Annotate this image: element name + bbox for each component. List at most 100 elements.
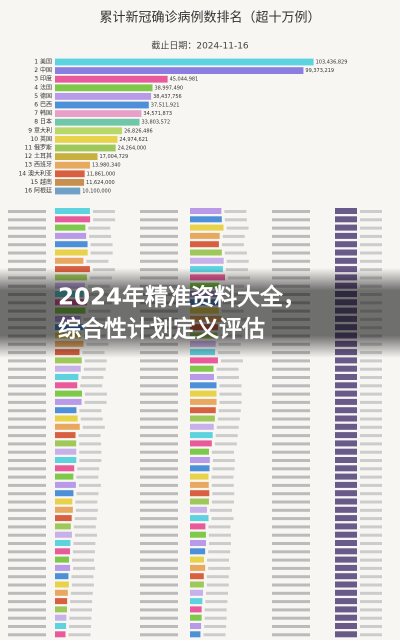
- row-bar: [55, 457, 77, 463]
- row-label: [272, 243, 310, 247]
- row-value: [360, 583, 382, 587]
- row-bar: [335, 623, 357, 629]
- row-bar: [55, 623, 67, 629]
- row-label: [140, 434, 178, 438]
- row-bar: [55, 440, 77, 447]
- row-bar: [335, 473, 357, 480]
- row-bar: [335, 415, 357, 422]
- row-value: [212, 467, 235, 471]
- row-value: [220, 359, 243, 363]
- row-value: [360, 566, 382, 570]
- row-value: [83, 367, 106, 371]
- row-value: [360, 492, 382, 496]
- row-label: [140, 575, 178, 579]
- row-bar: [190, 448, 209, 455]
- row-value: [208, 542, 231, 545]
- row-bar: [335, 556, 357, 563]
- bar: [55, 144, 116, 152]
- category-label: 13 西班牙: [24, 161, 52, 169]
- row-bar: [55, 564, 71, 571]
- row-bar: [335, 540, 357, 546]
- row-value: [360, 575, 382, 579]
- row-label: [140, 483, 178, 487]
- row-label: [8, 575, 46, 579]
- row-value: [207, 558, 230, 562]
- category-label: 16 阿根廷: [24, 187, 52, 195]
- row-label: [272, 409, 310, 413]
- value-label: 34,571,873: [143, 111, 172, 117]
- bar: [55, 67, 304, 74]
- row-bar: [190, 382, 217, 389]
- bar: [55, 170, 85, 178]
- row-label: [140, 583, 178, 587]
- row-value: [84, 359, 107, 363]
- row-label: [8, 234, 46, 238]
- row-label: [272, 591, 310, 595]
- row-bar: [335, 589, 357, 596]
- row-label: [8, 500, 46, 504]
- row-value: [360, 392, 382, 396]
- row-value: [360, 367, 382, 371]
- category-label: 8 日本: [34, 118, 52, 126]
- row-value: [360, 467, 382, 471]
- bar: [55, 179, 85, 186]
- category-label: 15 越南: [30, 178, 52, 186]
- row-bar: [190, 606, 202, 613]
- row-label: [272, 359, 310, 363]
- row-value: [71, 583, 94, 587]
- row-label: [8, 210, 46, 213]
- row-value: [211, 517, 234, 521]
- row-value: [215, 434, 238, 438]
- row-label: [8, 558, 46, 562]
- row-label: [8, 483, 46, 487]
- category-label: 4 法国: [34, 83, 52, 91]
- row-value: [216, 425, 239, 429]
- row-bar: [335, 224, 357, 231]
- row-bar: [190, 481, 209, 488]
- row-value: [205, 600, 228, 604]
- row-bar: [335, 440, 357, 447]
- row-label: [140, 450, 178, 454]
- row-value: [90, 243, 113, 247]
- row-label: [272, 542, 310, 545]
- row-value: [226, 259, 249, 263]
- row-bar: [55, 531, 72, 538]
- row-bar: [335, 357, 357, 364]
- row-bar: [55, 506, 73, 513]
- row-label: [140, 550, 178, 554]
- row-label: [140, 633, 178, 637]
- row-bar: [190, 390, 217, 397]
- bar: [55, 136, 118, 143]
- row-value: [360, 210, 382, 213]
- row-label: [8, 218, 46, 222]
- row-value: [70, 600, 93, 604]
- row-label: [140, 376, 178, 379]
- row-value: [70, 608, 93, 612]
- row-label: [8, 226, 46, 230]
- row-bar: [335, 614, 357, 621]
- row-value: [360, 633, 382, 637]
- row-value: [224, 218, 247, 222]
- row-value: [360, 425, 382, 429]
- row-label: [8, 550, 46, 554]
- row-label: [140, 442, 178, 446]
- row-bar: [190, 407, 216, 414]
- row-bar: [55, 407, 77, 414]
- row-value: [76, 492, 99, 496]
- row-value: [360, 359, 382, 363]
- headline: 2024年精准资料大全，: [58, 284, 306, 311]
- category-label: 12 土耳其: [24, 152, 52, 160]
- row-value: [360, 483, 382, 487]
- row-label: [8, 450, 46, 454]
- row-bar: [55, 490, 74, 497]
- category-label: 1 美国: [34, 58, 52, 66]
- row-bar: [190, 556, 205, 563]
- row-value: [360, 500, 382, 504]
- row-label: [8, 475, 46, 479]
- row-bar: [335, 365, 357, 372]
- row-bar: [55, 398, 82, 405]
- row-bar: [190, 631, 201, 638]
- row-label: [140, 400, 178, 404]
- row-value: [360, 542, 382, 545]
- row-bar: [55, 614, 67, 621]
